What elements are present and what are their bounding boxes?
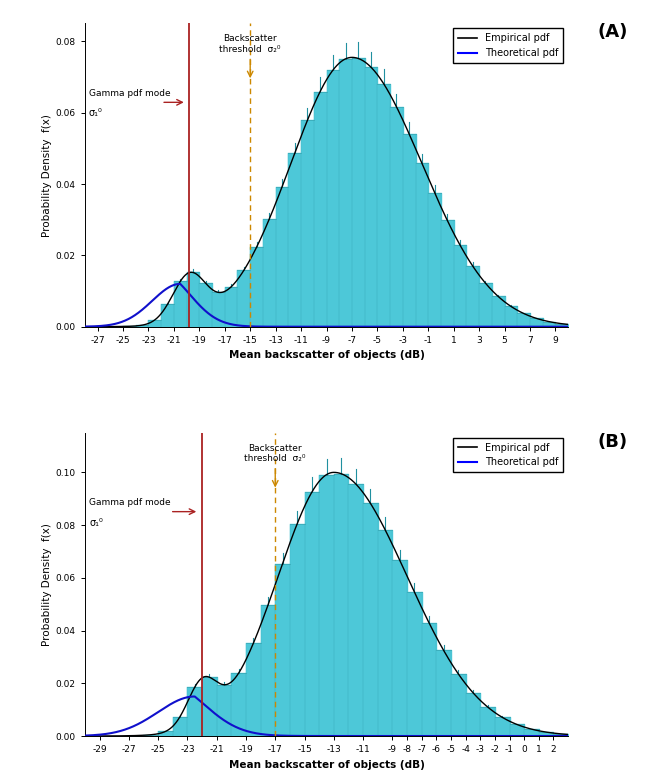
Legend: Empirical pdf, Theoretical pdf: Empirical pdf, Theoretical pdf [453, 438, 564, 472]
Text: Backscatter
threshold  σ₂⁰: Backscatter threshold σ₂⁰ [244, 444, 306, 463]
Y-axis label: Probability Density  f(x): Probability Density f(x) [42, 114, 52, 236]
Text: σ₁⁰: σ₁⁰ [89, 518, 103, 528]
Text: (B): (B) [597, 433, 628, 451]
X-axis label: Mean backscatter of objects (dB): Mean backscatter of objects (dB) [229, 350, 424, 360]
Text: Backscatter
threshold  σ₂⁰: Backscatter threshold σ₂⁰ [219, 34, 281, 54]
Text: Gamma pdf mode: Gamma pdf mode [89, 498, 171, 507]
Text: Gamma pdf mode: Gamma pdf mode [89, 88, 170, 98]
X-axis label: Mean backscatter of objects (dB): Mean backscatter of objects (dB) [229, 760, 424, 770]
Y-axis label: Probability Density  f(x): Probability Density f(x) [42, 523, 52, 646]
Text: σ₁⁰: σ₁⁰ [89, 108, 103, 118]
Text: (A): (A) [597, 23, 628, 41]
Legend: Empirical pdf, Theoretical pdf: Empirical pdf, Theoretical pdf [453, 28, 564, 63]
